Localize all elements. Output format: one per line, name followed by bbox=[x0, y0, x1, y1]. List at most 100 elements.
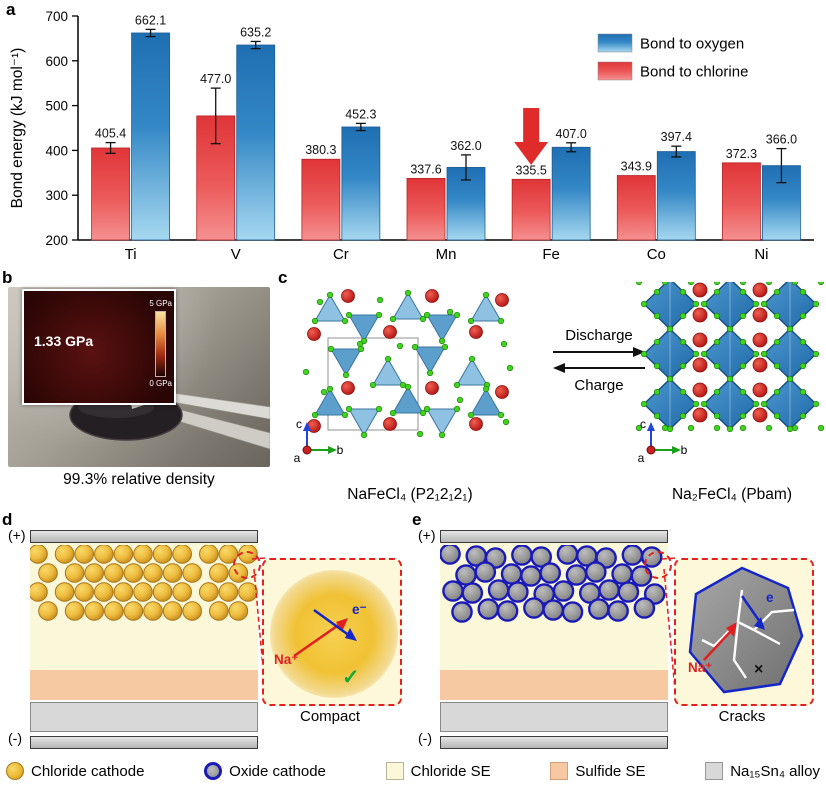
cl-atom bbox=[666, 325, 674, 333]
cl-atom bbox=[713, 424, 721, 432]
hardness-value: 1.33 GPa bbox=[34, 333, 94, 349]
cl-atom bbox=[396, 342, 404, 350]
cl-atom bbox=[679, 362, 687, 370]
cl-atom bbox=[760, 300, 768, 308]
cl-atom bbox=[467, 411, 475, 419]
na-ion-label: Na⁺ bbox=[688, 660, 712, 675]
cl-atom bbox=[817, 282, 825, 286]
a-axis-dot bbox=[302, 445, 312, 455]
cl-atom bbox=[453, 311, 461, 319]
oxide-cathode-particle bbox=[556, 545, 579, 565]
bar-Cr-oxygen bbox=[341, 126, 381, 241]
hardness-colorbar bbox=[155, 311, 166, 377]
oxide-cathode-particle bbox=[440, 545, 461, 565]
sulfide-se-layer-d bbox=[30, 670, 258, 700]
positive-terminal-e: (+) bbox=[418, 527, 436, 543]
cl-atom bbox=[369, 381, 377, 389]
y-tick-label: 700 bbox=[45, 9, 68, 24]
chloride-cathode-particle bbox=[162, 601, 183, 621]
fecl4-tetrahedron bbox=[392, 385, 424, 414]
fecl4-tetrahedron bbox=[330, 348, 362, 377]
positive-electrode-d bbox=[30, 530, 258, 543]
oxide-cathode-particle bbox=[539, 562, 561, 584]
legend-label: Na₁₅Sn₄ alloy bbox=[730, 762, 820, 780]
oxide-cathode-particle bbox=[542, 599, 564, 621]
electron-label: e bbox=[766, 590, 774, 605]
cl-atom bbox=[713, 388, 721, 396]
na-atom bbox=[425, 381, 439, 395]
chloride-cathode-particle bbox=[182, 563, 202, 583]
legend-item-alloy: Na₁₅Sn₄ alloy bbox=[705, 762, 820, 780]
cl-atom bbox=[416, 430, 424, 438]
chloride-cathode-particle bbox=[64, 601, 85, 621]
bar-value-label: 343.9 bbox=[621, 160, 652, 174]
a-axis-label: a bbox=[638, 451, 645, 465]
fecl4-tetrahedron bbox=[348, 314, 380, 343]
cl-atom bbox=[426, 369, 434, 377]
chart-legend-swatch bbox=[597, 33, 633, 53]
c-axis-label: c bbox=[640, 417, 646, 431]
x-tick-label: Ti bbox=[125, 246, 137, 263]
chloride-cathode-particle bbox=[113, 545, 134, 564]
unit-cell-outline bbox=[327, 337, 419, 431]
na-atom bbox=[752, 282, 768, 298]
chart-legend-swatch bbox=[597, 61, 633, 81]
cl-atom bbox=[311, 411, 319, 419]
bar-value-label: 477.0 bbox=[200, 72, 231, 86]
cl-atom bbox=[661, 282, 669, 286]
inset-connector-e bbox=[662, 557, 676, 702]
cl-atom bbox=[812, 350, 820, 358]
cl-atom bbox=[773, 288, 781, 296]
chloride-cathode-particle bbox=[143, 563, 163, 583]
chloride-cathode-particle bbox=[133, 545, 153, 564]
cl-atom bbox=[765, 424, 773, 432]
cl-atom bbox=[640, 300, 648, 308]
bar-value-label: 372.3 bbox=[726, 147, 757, 161]
chloride-cathode-particle bbox=[104, 601, 124, 621]
cl-atom bbox=[404, 289, 412, 297]
na-atom bbox=[469, 417, 483, 431]
y-tick-label: 300 bbox=[45, 188, 68, 203]
bar-value-label: 407.0 bbox=[556, 127, 587, 141]
charge-label: Charge bbox=[574, 377, 623, 394]
cl-atom bbox=[752, 350, 760, 358]
na-atom bbox=[383, 325, 397, 339]
cl-atom bbox=[384, 355, 392, 363]
cl-atom bbox=[311, 317, 319, 325]
na-atom bbox=[495, 293, 509, 307]
cl-atom bbox=[739, 362, 747, 370]
na-atom bbox=[752, 357, 768, 373]
cl-atom bbox=[687, 424, 695, 432]
chart-legend-label: Bond to oxygen bbox=[640, 36, 744, 53]
cl-atom bbox=[438, 431, 446, 439]
chloride-cathode-particle bbox=[143, 601, 163, 621]
legend-label: Chloride cathode bbox=[31, 762, 145, 780]
bar-value-label: 397.4 bbox=[661, 130, 692, 144]
na-ion-arrow bbox=[703, 631, 731, 661]
cracks-caption: Cracks bbox=[718, 708, 766, 725]
cl-atom bbox=[423, 405, 431, 413]
oxide-cathode-particle bbox=[565, 564, 588, 586]
cl-atom bbox=[692, 350, 700, 358]
chloride-cathode-particle bbox=[209, 563, 229, 583]
cl-atom bbox=[497, 317, 505, 325]
panel-e-label: e bbox=[412, 510, 422, 529]
cl-atom bbox=[679, 338, 687, 346]
cl-atom bbox=[356, 340, 364, 348]
alloy-layer-e bbox=[440, 702, 668, 732]
chloride-se-swatch bbox=[385, 762, 404, 780]
b-axis-label: b bbox=[681, 443, 688, 457]
panel-a-label: a bbox=[6, 0, 16, 19]
c-axis-label: c bbox=[296, 417, 302, 431]
legend-item-sulfide-se: Sulfide SE bbox=[550, 762, 645, 780]
oxide-cathode-particle bbox=[461, 582, 484, 604]
chloride-cathode-particle bbox=[74, 582, 95, 602]
cl-atom bbox=[773, 312, 781, 320]
right-axis-icon: c b a bbox=[638, 417, 688, 465]
oxide-cathode-particle bbox=[598, 579, 620, 601]
chloride-cathode-particle bbox=[84, 563, 104, 583]
cl-atom bbox=[765, 282, 773, 286]
cl-atom bbox=[773, 362, 781, 370]
bar-Ti-chlorine bbox=[91, 147, 130, 241]
cl-atom bbox=[739, 312, 747, 320]
